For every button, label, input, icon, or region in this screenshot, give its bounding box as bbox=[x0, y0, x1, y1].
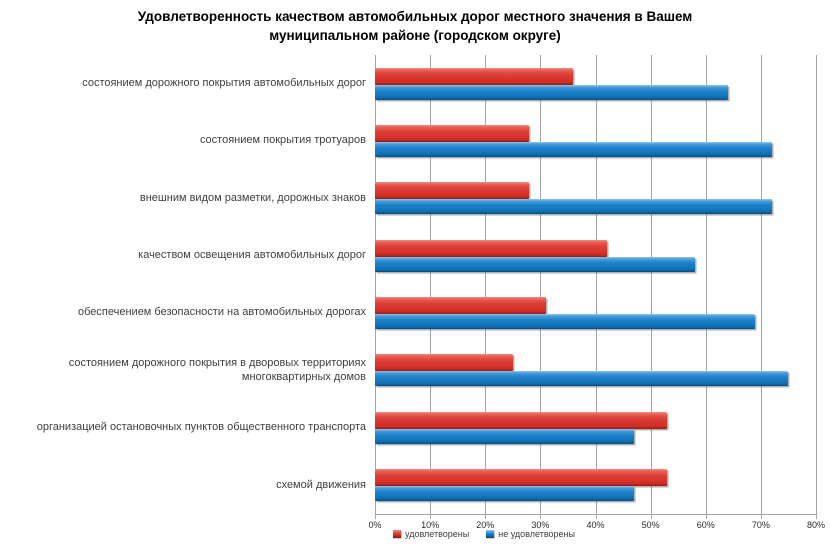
x-tick bbox=[375, 514, 376, 519]
bar-unsatisfied bbox=[375, 141, 772, 157]
x-tick-label: 0% bbox=[368, 520, 382, 530]
x-tick bbox=[540, 514, 542, 519]
plot-area bbox=[375, 55, 817, 514]
x-tick bbox=[650, 514, 652, 519]
x-tick bbox=[760, 514, 762, 519]
legend-swatch-satisfied bbox=[393, 530, 401, 538]
category-label: состоянием покрытия тротуаров bbox=[199, 134, 366, 147]
bar-unsatisfied bbox=[375, 486, 635, 502]
legend-label: не удовлетворены bbox=[498, 529, 575, 539]
chart-title: Удовлетворенность качеством автомобильны… bbox=[0, 7, 830, 45]
bar-satisfied bbox=[375, 297, 546, 314]
legend-swatch-unsatisfied bbox=[486, 530, 495, 538]
gridline bbox=[375, 55, 376, 514]
gridline bbox=[540, 55, 542, 514]
bar-satisfied bbox=[375, 411, 668, 429]
gridline bbox=[816, 55, 817, 514]
x-axis-ticks bbox=[375, 514, 817, 519]
x-tick-label: 80% bbox=[806, 520, 826, 530]
x-tick-label: 40% bbox=[586, 520, 605, 530]
bar-unsatisfied bbox=[375, 199, 772, 215]
legend-item: не удовлетворены bbox=[486, 529, 575, 539]
legend-label: удовлетворены bbox=[405, 529, 470, 539]
bar-satisfied bbox=[375, 124, 530, 142]
x-tick bbox=[430, 514, 432, 519]
chart-title-text: Удовлетворенность качеством автомобильны… bbox=[137, 9, 693, 43]
x-tick bbox=[485, 514, 487, 519]
x-tick-label: 70% bbox=[751, 520, 770, 530]
bar-unsatisfied bbox=[375, 314, 756, 329]
bar-unsatisfied bbox=[375, 371, 789, 387]
bar-satisfied bbox=[375, 469, 668, 487]
x-tick bbox=[816, 514, 817, 519]
gridline bbox=[650, 55, 652, 514]
x-tick bbox=[705, 514, 707, 519]
x-axis-labels: 0% 10% 20% 30% 40% 50% 60% 70% 80% bbox=[368, 520, 825, 532]
category-label: состоянием дорожного покрытия автомобиль… bbox=[82, 76, 366, 89]
legend-item: удовлетворены bbox=[393, 529, 469, 539]
x-tick bbox=[595, 514, 597, 519]
gridline bbox=[595, 55, 597, 514]
bar-satisfied bbox=[375, 67, 574, 85]
gridline bbox=[760, 55, 762, 514]
x-tick-label: 10% bbox=[421, 520, 440, 530]
x-tick-label: 20% bbox=[476, 520, 495, 530]
x-tick-label: 60% bbox=[696, 520, 715, 530]
bar-unsatisfied bbox=[375, 256, 695, 272]
bar-unsatisfied bbox=[375, 84, 728, 100]
category-label: внешним видом разметки, дорожных знаков bbox=[139, 191, 366, 204]
category-label: состоянием дорожного покрытия в дворовых… bbox=[68, 357, 366, 383]
category-label: организацией остановочных пунктов общест… bbox=[36, 421, 366, 434]
gridline bbox=[705, 55, 707, 514]
category-label: схемой движения bbox=[276, 478, 366, 491]
gridline bbox=[430, 55, 432, 514]
bar-satisfied bbox=[375, 239, 607, 257]
x-tick-label: 30% bbox=[531, 520, 550, 530]
bar-satisfied bbox=[375, 182, 530, 200]
x-tick-label: 50% bbox=[641, 520, 660, 530]
category-label: обеспечением безопасности на автомобильн… bbox=[78, 306, 366, 319]
bar-satisfied bbox=[375, 354, 513, 372]
category-axis: состоянием дорожного покрытия автомобиль… bbox=[0, 55, 366, 514]
category-label: качеством освещения автомобильных дорог bbox=[138, 249, 366, 262]
bar-unsatisfied bbox=[375, 428, 635, 444]
legend: удовлетворены не удовлетворены bbox=[393, 529, 575, 539]
gridline bbox=[485, 55, 487, 514]
